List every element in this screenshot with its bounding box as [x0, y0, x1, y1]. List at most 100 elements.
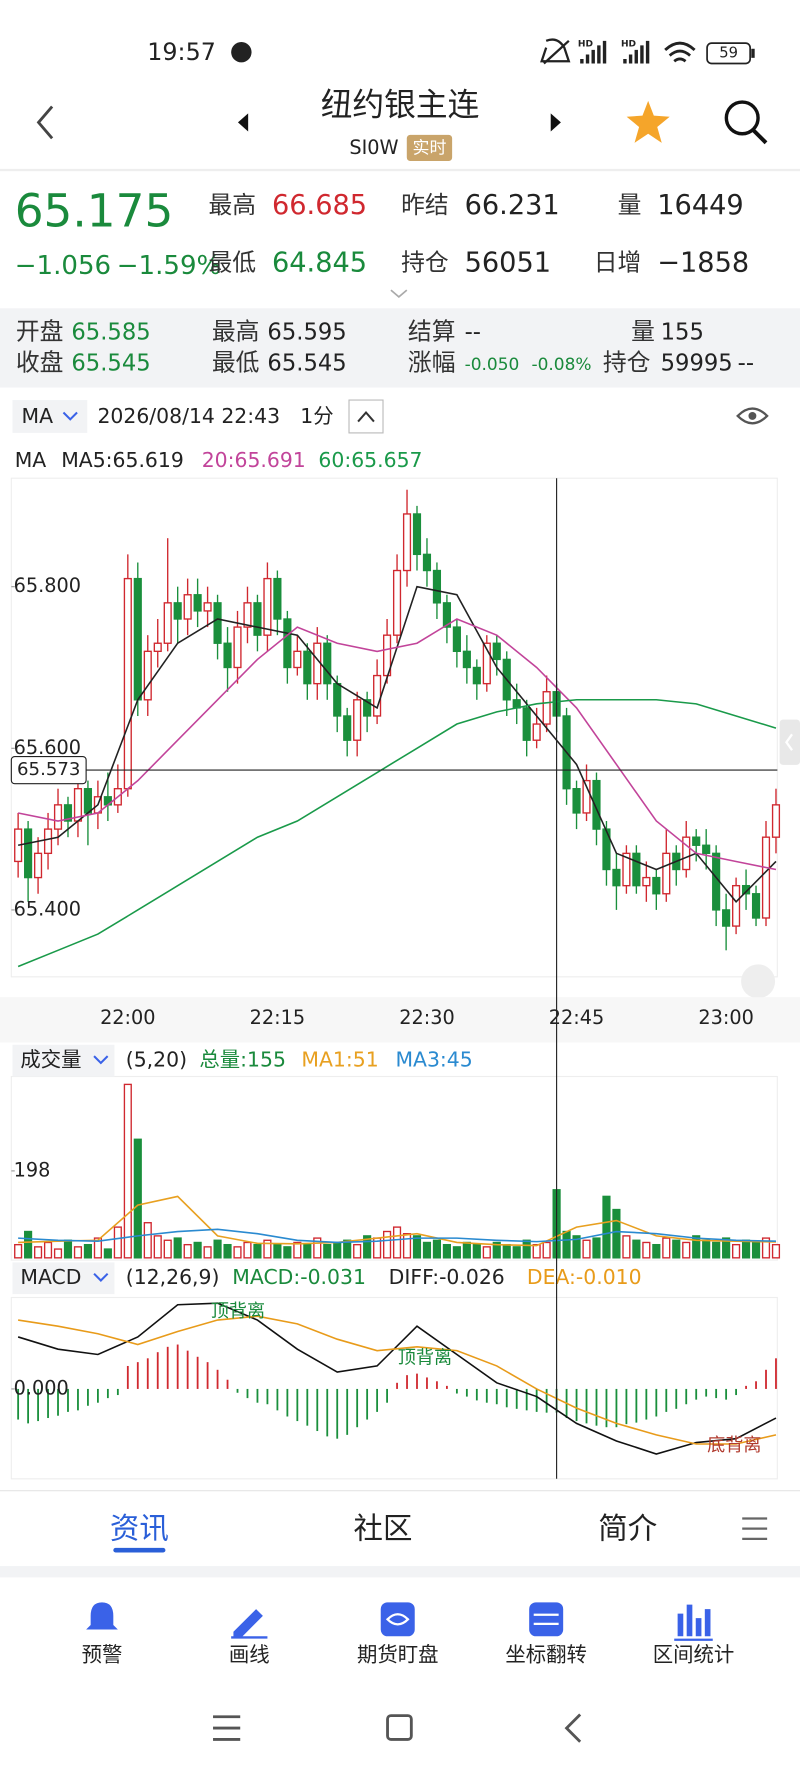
prev-contract[interactable] — [237, 113, 249, 132]
volume-bar — [632, 1239, 641, 1259]
candle-body — [63, 804, 73, 822]
x-tick-label: 22:30 — [399, 1006, 454, 1029]
volume-bar — [43, 1241, 53, 1259]
indicator-select[interactable] — [12, 400, 88, 433]
volume-bar — [462, 1241, 471, 1259]
macd-indicator: MACD — [20, 1265, 81, 1289]
detail-label: 结算 — [408, 318, 456, 346]
candle-body — [333, 682, 342, 717]
y-tick-label: 65.600 — [14, 736, 81, 759]
volume-bar — [582, 1239, 591, 1259]
tool-label[interactable]: 区间统计 — [653, 1643, 735, 1667]
time-axis-strip — [0, 997, 800, 1043]
candle-body — [353, 699, 362, 741]
watch-icon[interactable] — [380, 1602, 415, 1637]
candle-body — [632, 852, 641, 887]
candle-body — [193, 594, 202, 612]
plot-layer: 22:00 22:15 22:30 22:45 23:0065.40065.60065.… — [10, 478, 781, 1479]
tool-label[interactable]: 坐标翻转 — [505, 1643, 587, 1667]
tab-active[interactable]: 资讯 — [110, 1511, 169, 1545]
volume-bar — [652, 1243, 661, 1259]
volume-bar — [313, 1237, 322, 1259]
stats-icon[interactable] — [674, 1604, 713, 1641]
candle-body — [412, 513, 422, 556]
candle-body — [33, 852, 43, 879]
detail-label: 量 — [631, 318, 655, 346]
signal-icon — [580, 40, 607, 64]
alert-icon[interactable] — [86, 1602, 118, 1630]
tool-label[interactable]: 预警 — [82, 1643, 123, 1667]
visibility-toggle[interactable] — [736, 407, 769, 425]
volume-bar — [183, 1243, 192, 1259]
volume-bar — [343, 1239, 352, 1259]
nav-back[interactable] — [564, 1713, 582, 1743]
collapse-button[interactable] — [348, 399, 384, 434]
realtime-label: 实时 — [412, 138, 446, 158]
next-contract[interactable] — [550, 113, 561, 132]
x-tick-label: 22:15 — [250, 1006, 305, 1029]
realtime-badge — [406, 134, 453, 161]
candle-body — [542, 691, 551, 725]
candle-body — [24, 828, 33, 879]
back-button[interactable] — [36, 105, 54, 140]
side-handle[interactable] — [779, 719, 800, 765]
candle-body — [422, 553, 432, 572]
quote-value: 56051 — [465, 248, 552, 279]
volume-bar — [293, 1241, 302, 1259]
volume-ma1: MA1:51 — [301, 1048, 378, 1072]
candle-body — [402, 513, 412, 572]
candle-body — [462, 650, 471, 669]
favorite-button[interactable] — [626, 100, 670, 143]
candle-body — [213, 602, 222, 644]
indicator-label: MA — [22, 404, 54, 428]
nav-home[interactable] — [386, 1714, 413, 1741]
expand-toggle[interactable] — [390, 289, 408, 299]
volume-bar — [163, 1239, 172, 1259]
volume-bar — [203, 1246, 212, 1259]
battery-tip — [751, 48, 755, 58]
candle-body — [133, 577, 142, 701]
flip-icon[interactable] — [529, 1602, 564, 1637]
quote-value: 66.231 — [465, 190, 560, 221]
volume-bar — [722, 1237, 731, 1259]
battery-level: 59 — [719, 44, 738, 61]
volume-bar — [732, 1243, 741, 1259]
detail-value: 65.545 — [267, 350, 346, 376]
volume-bar — [642, 1241, 651, 1259]
search-button[interactable] — [724, 100, 760, 136]
volume-bar — [522, 1239, 531, 1259]
detail-label: 持仓 — [603, 348, 651, 376]
fullscreen-button[interactable] — [741, 964, 776, 999]
draw-icon[interactable] — [231, 1609, 268, 1639]
volume-bar — [24, 1230, 33, 1259]
candle-body — [392, 569, 402, 636]
detail-label: 收盘 — [16, 348, 64, 376]
menu-button[interactable] — [742, 1517, 768, 1540]
alarm-icon — [231, 41, 252, 63]
page-title: 纽约银主连 — [321, 88, 480, 124]
detail-label: 涨幅 — [408, 348, 456, 376]
tool-label[interactable]: 期货盯盘 — [357, 1643, 439, 1667]
candle-body — [741, 884, 751, 895]
volume-bar — [502, 1243, 511, 1259]
detail-value: 65.585 — [71, 320, 150, 346]
tab-indicator — [113, 1547, 166, 1553]
detail-value: 65.545 — [71, 350, 150, 376]
volume-bar — [482, 1246, 491, 1259]
candle-body — [203, 602, 212, 612]
indicator-line — [17, 618, 777, 871]
tab[interactable]: 社区 — [354, 1511, 413, 1545]
nav-menu[interactable] — [213, 1715, 241, 1741]
volume-bar — [143, 1222, 152, 1259]
tab[interactable]: 简介 — [598, 1511, 657, 1545]
volume-bar — [692, 1235, 701, 1259]
indicator-line — [17, 698, 777, 968]
last-price: 65.175 — [15, 185, 174, 238]
volume-bar — [173, 1237, 182, 1259]
diff-value: DIFF:-0.026 — [389, 1265, 505, 1289]
candle-body — [532, 723, 541, 741]
volume-bar — [303, 1243, 312, 1259]
divider — [0, 1490, 800, 1492]
tool-label[interactable]: 画线 — [229, 1643, 270, 1667]
candle-body — [373, 674, 382, 717]
